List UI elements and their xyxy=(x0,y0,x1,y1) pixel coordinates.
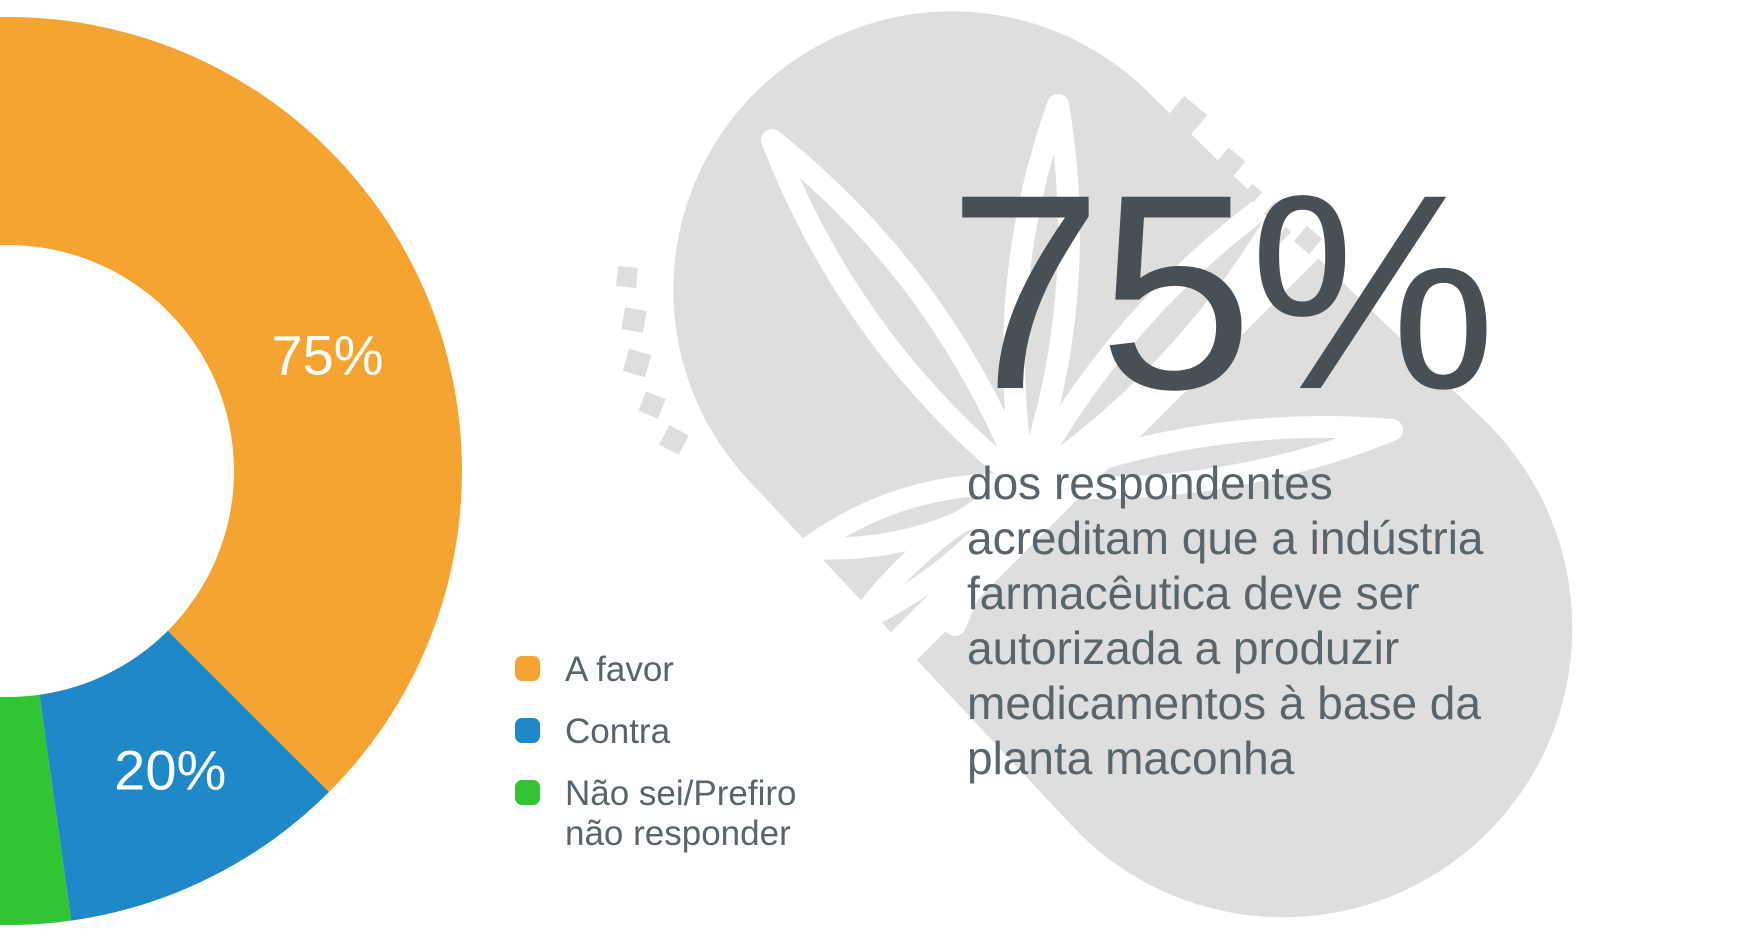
arc-dot xyxy=(659,425,689,455)
chart-legend: A favor Contra Não sei/Prefiro não respond… xyxy=(515,650,805,876)
diamond-dot xyxy=(1263,201,1287,225)
stat-description: dos respondentes acreditam que a indústri… xyxy=(967,456,1484,786)
donut-segment-1 xyxy=(39,630,330,921)
leaf-petal-upleft xyxy=(761,129,1036,496)
donut-slice-label: 75% xyxy=(271,323,383,386)
description-line: acreditam que a indústria xyxy=(967,512,1484,564)
legend-label: Contra xyxy=(565,712,671,751)
leaf-petal-right xyxy=(1014,416,1403,499)
arc-dot xyxy=(622,348,652,378)
pill-capsule xyxy=(673,11,1573,918)
dotted-arc-decoration xyxy=(616,266,689,455)
diamond-dot xyxy=(1214,147,1246,179)
donut-slice-label: 20% xyxy=(114,738,226,801)
diamond-dot xyxy=(1243,183,1263,203)
legend-swatch xyxy=(515,656,540,681)
donut-segment-2 xyxy=(0,694,72,925)
description-line: planta maconha xyxy=(967,732,1295,784)
legend-swatch xyxy=(515,780,540,805)
description-line: autorizada a produzir xyxy=(967,622,1400,674)
diamond-dot xyxy=(1164,95,1208,139)
pill-divider xyxy=(879,39,1511,671)
legend-item: Não sei/Prefiro não responder xyxy=(515,774,805,854)
legend-label: A favor xyxy=(565,650,674,689)
arc-dot xyxy=(616,266,638,288)
description-line: farmacêutica deve ser xyxy=(967,567,1420,619)
donut-segment-0 xyxy=(0,17,462,793)
dotted-line-decoration xyxy=(1164,95,1323,255)
leaf-petal-downleft xyxy=(847,474,1036,633)
big-stat-value: 75% xyxy=(948,136,1496,447)
description-line: dos respondentes xyxy=(967,457,1333,509)
arc-dot xyxy=(638,391,666,419)
legend-item: A favor xyxy=(515,650,805,690)
arc-dot xyxy=(621,307,647,333)
legend-label: Não sei/Prefiro não responder xyxy=(565,774,797,853)
leaf-petal-up xyxy=(1003,94,1080,496)
legend-swatch xyxy=(515,718,540,743)
legend-item: Contra xyxy=(515,712,805,752)
description-line: medicamentos à base da xyxy=(967,677,1481,729)
diamond-dot xyxy=(1293,225,1323,255)
